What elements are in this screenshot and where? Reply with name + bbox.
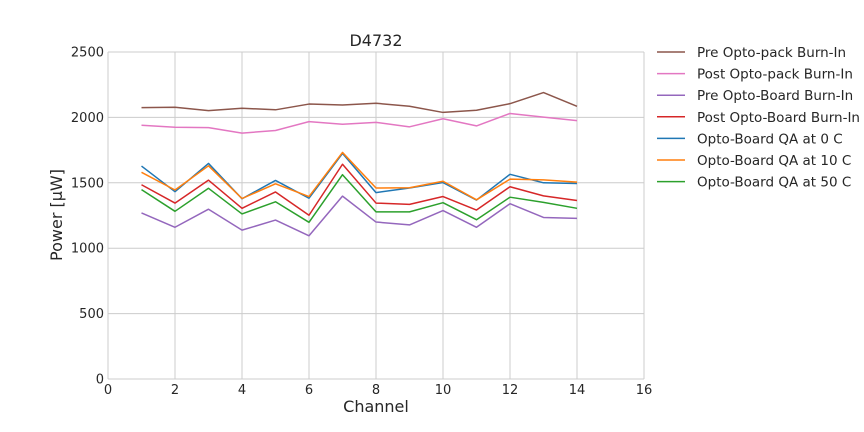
x-tick-label: 8 <box>372 383 380 398</box>
x-axis-label: Channel <box>343 397 409 416</box>
series-line <box>141 151 578 201</box>
x-tick-label: 4 <box>238 383 246 398</box>
x-tick-label: 10 <box>435 383 452 398</box>
legend-label: Opto-Board QA at 50 C <box>697 175 851 191</box>
chart-title: D4732 <box>349 31 402 50</box>
y-tick-label: 500 <box>79 307 104 322</box>
legend: Pre Opto-pack Burn-In Post Opto-pack Burn… <box>657 45 860 191</box>
series-lines <box>141 91 578 237</box>
legend-label: Post Opto-pack Burn-In <box>697 67 853 83</box>
legend-label: Pre Opto-Board Burn-In <box>697 88 853 104</box>
x-tick-label: 6 <box>305 383 313 398</box>
x-tick-label: 2 <box>171 383 179 398</box>
y-tick-label: 2500 <box>71 46 104 61</box>
legend-label: Post Opto-Board Burn-In <box>697 110 860 126</box>
series-line <box>141 152 578 201</box>
x-tick-labels: 0 2 4 6 8 10 12 14 16 <box>104 383 652 398</box>
legend-label: Opto-Board QA at 0 C <box>697 131 843 147</box>
x-tick-label: 12 <box>502 383 519 398</box>
x-tick-label: 0 <box>104 383 112 398</box>
y-tick-label: 1500 <box>71 176 104 191</box>
y-tick-labels: 0 500 1000 1500 2000 2500 <box>71 46 104 388</box>
y-axis-label: Power [μW] <box>47 169 66 261</box>
series-line <box>141 173 578 224</box>
legend-label: Opto-Board QA at 10 C <box>697 153 851 169</box>
x-tick-label: 16 <box>636 383 653 398</box>
y-tick-label: 0 <box>96 373 104 388</box>
series-line <box>141 91 578 114</box>
series-line <box>141 163 578 216</box>
series-line <box>141 112 578 134</box>
series-line <box>141 195 578 237</box>
x-tick-label: 14 <box>569 383 586 398</box>
legend-label: Pre Opto-pack Burn-In <box>697 45 846 61</box>
y-tick-label: 2000 <box>71 111 104 126</box>
y-tick-label: 1000 <box>71 242 104 257</box>
